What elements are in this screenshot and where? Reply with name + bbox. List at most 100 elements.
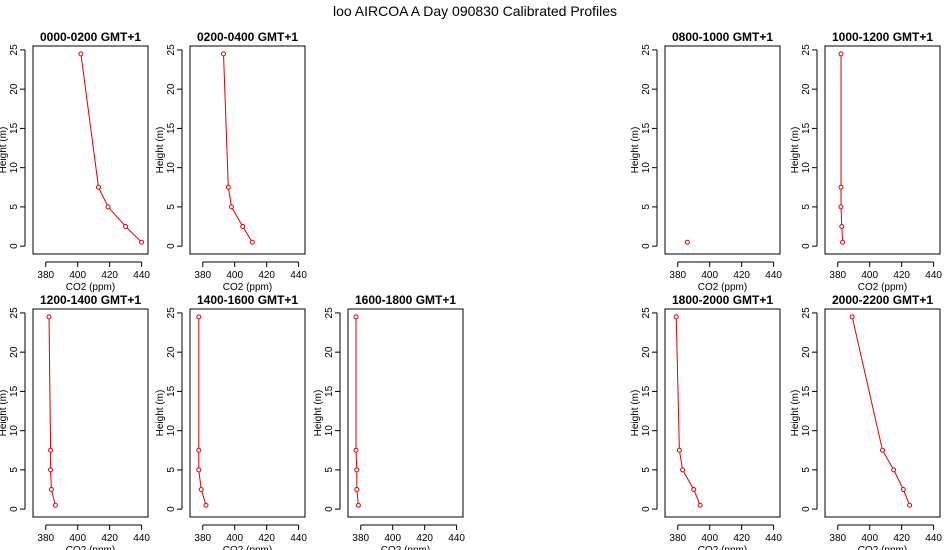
y-tick-label: 20 <box>9 83 20 95</box>
data-point <box>196 467 202 473</box>
data-point <box>838 51 844 57</box>
y-tick-label: 15 <box>641 122 652 134</box>
data-point <box>684 239 690 245</box>
y-tick-label: 5 <box>166 204 177 210</box>
data-point <box>880 447 885 453</box>
y-tick-label: 10 <box>801 425 812 437</box>
y-tick-label: 15 <box>9 385 20 397</box>
y-axis-label: Height (m) <box>790 390 801 437</box>
profile-line <box>80 53 142 243</box>
y-tick-label: 25 <box>641 307 652 319</box>
chart-title: 0800-1000 GMT+1 <box>672 30 773 44</box>
data-point <box>691 487 697 493</box>
data-point <box>95 184 101 190</box>
plot-frame <box>189 308 306 518</box>
plot-frame <box>824 308 941 518</box>
data-point <box>354 487 360 493</box>
y-tick-label: 10 <box>166 425 177 437</box>
chart-panel: 1400-1600 GMT+1 0 5 10 15 20 25 Height (m) 380 40… <box>155 293 307 550</box>
y-tick-label: 25 <box>9 307 20 319</box>
y-tick-label: 20 <box>641 83 652 95</box>
data-point <box>221 51 227 57</box>
data-point <box>900 487 906 493</box>
data-point <box>48 447 54 453</box>
y-tick-label: 20 <box>9 346 20 358</box>
chart-title: 1400-1600 GMT+1 <box>197 293 298 307</box>
x-tick-label: 400 <box>701 270 718 281</box>
plot-frame <box>664 308 781 518</box>
x-tick-label: 380 <box>669 533 686 544</box>
y-tick-label: 15 <box>324 385 335 397</box>
profile-line <box>851 316 911 506</box>
chart-panel: 0800-1000 GMT+1 0 5 10 15 20 25 Height (m) 380 40… <box>630 30 782 293</box>
plot-frame <box>189 45 306 255</box>
x-axis-label: CO2 (ppm) <box>858 545 907 550</box>
profile-line <box>840 53 844 243</box>
chart-panel: 1200-1400 GMT+1 0 5 10 15 20 25 Height (m) 380 40… <box>0 293 150 550</box>
data-point <box>139 239 145 245</box>
data-point <box>838 204 844 210</box>
x-tick-label: 440 <box>290 533 307 544</box>
chart-panel: 0200-0400 GMT+1 0 5 10 15 20 25 Height (m) 380 40… <box>155 30 307 293</box>
y-axis-label: Height (m) <box>155 390 166 437</box>
x-tick-label: 440 <box>448 533 465 544</box>
y-tick-label: 25 <box>801 44 812 56</box>
x-tick-label: 440 <box>133 533 150 544</box>
data-point <box>240 224 246 230</box>
data-point <box>78 51 84 57</box>
y-tick-label: 15 <box>641 385 652 397</box>
chart-title: 1800-2000 GMT+1 <box>672 293 773 307</box>
x-tick-label: 420 <box>101 270 118 281</box>
y-tick-label: 10 <box>166 162 177 174</box>
chart-title: 1200-1400 GMT+1 <box>40 293 141 307</box>
x-tick-label: 380 <box>37 533 54 544</box>
plot-frame <box>32 308 149 518</box>
x-tick-label: 420 <box>258 270 275 281</box>
y-tick-label: 10 <box>641 162 652 174</box>
x-tick-label: 380 <box>352 533 369 544</box>
x-axis-label: CO2 (ppm) <box>66 545 115 550</box>
y-tick-label: 10 <box>9 425 20 437</box>
y-tick-label: 15 <box>801 122 812 134</box>
x-tick-label: 380 <box>669 270 686 281</box>
x-tick-label: 400 <box>861 270 878 281</box>
y-tick-label: 25 <box>324 307 335 319</box>
y-axis-label: Height (m) <box>155 127 166 174</box>
profile-line <box>48 316 56 506</box>
y-tick-label: 20 <box>641 346 652 358</box>
y-tick-label: 5 <box>324 467 335 473</box>
x-tick-label: 420 <box>258 533 275 544</box>
data-point <box>203 502 209 508</box>
data-point <box>839 224 845 230</box>
y-tick-label: 5 <box>9 467 20 473</box>
y-axis-label: Height (m) <box>630 127 641 174</box>
data-point <box>354 467 360 473</box>
data-point <box>838 184 844 190</box>
data-point <box>353 447 359 453</box>
y-tick-label: 5 <box>9 204 20 210</box>
data-point <box>48 467 54 473</box>
x-tick-label: 420 <box>733 533 750 544</box>
x-axis-label: CO2 (ppm) <box>698 545 747 550</box>
y-tick-label: 5 <box>166 467 177 473</box>
y-tick-label: 0 <box>801 243 812 249</box>
y-tick-label: 0 <box>324 506 335 512</box>
data-point <box>229 204 235 210</box>
data-point <box>105 204 111 210</box>
data-point <box>840 239 846 245</box>
x-tick-label: 420 <box>893 270 910 281</box>
data-point <box>52 502 58 508</box>
x-tick-label: 380 <box>37 270 54 281</box>
x-axis-label: CO2 (ppm) <box>698 282 747 293</box>
x-tick-label: 400 <box>226 270 243 281</box>
y-tick-label: 15 <box>801 385 812 397</box>
y-tick-label: 25 <box>801 307 812 319</box>
profile-line <box>223 53 253 243</box>
chart-title: 1000-1200 GMT+1 <box>832 30 933 44</box>
data-point <box>196 314 202 320</box>
chart-panel: 1600-1800 GMT+1 0 5 10 15 20 25 Height (m) 380 40… <box>313 293 465 550</box>
plot-frame <box>664 45 781 255</box>
x-tick-label: 400 <box>384 533 401 544</box>
x-tick-label: 400 <box>69 270 86 281</box>
